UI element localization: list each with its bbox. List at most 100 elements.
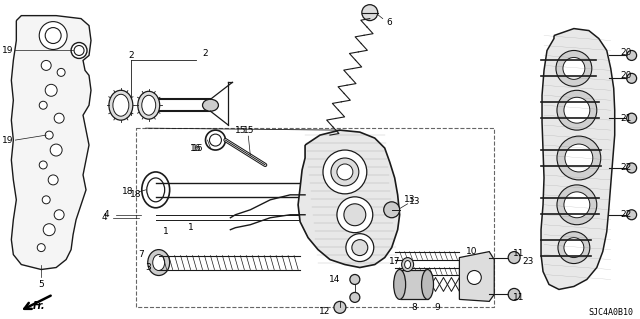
Text: 18: 18 [122, 187, 134, 197]
Ellipse shape [153, 255, 164, 271]
Circle shape [54, 113, 64, 123]
Text: 3: 3 [145, 263, 150, 272]
Text: 11: 11 [513, 249, 525, 258]
Text: 7: 7 [138, 250, 143, 259]
Circle shape [627, 50, 637, 60]
Circle shape [41, 60, 51, 70]
Circle shape [42, 196, 50, 204]
Text: Fr.: Fr. [33, 301, 45, 311]
Text: 13: 13 [404, 195, 415, 204]
Ellipse shape [109, 90, 133, 120]
Ellipse shape [147, 178, 164, 202]
Circle shape [384, 202, 399, 218]
Ellipse shape [113, 94, 129, 116]
Circle shape [563, 57, 585, 79]
Text: 15: 15 [243, 126, 254, 135]
Text: 4: 4 [103, 210, 109, 219]
Circle shape [331, 158, 359, 186]
Circle shape [45, 84, 57, 96]
PathPatch shape [541, 29, 614, 289]
Circle shape [39, 22, 67, 49]
Text: 8: 8 [412, 303, 417, 312]
Text: 23: 23 [523, 257, 534, 266]
Text: 13: 13 [409, 197, 420, 206]
Text: 22: 22 [621, 210, 632, 219]
Circle shape [564, 97, 590, 123]
Circle shape [508, 252, 520, 263]
Text: 16: 16 [190, 144, 202, 152]
Circle shape [627, 73, 637, 83]
Circle shape [334, 301, 346, 313]
Circle shape [50, 144, 62, 156]
Text: SJC4A0B10: SJC4A0B10 [589, 308, 634, 317]
Circle shape [627, 163, 637, 173]
Text: 17: 17 [389, 257, 401, 266]
Circle shape [557, 136, 601, 180]
Text: 1: 1 [163, 227, 168, 236]
PathPatch shape [12, 16, 91, 270]
Circle shape [45, 27, 61, 43]
Ellipse shape [142, 172, 170, 208]
Text: 6: 6 [387, 18, 392, 27]
Text: 1: 1 [188, 223, 193, 232]
Ellipse shape [148, 249, 170, 276]
PathPatch shape [460, 252, 494, 301]
Circle shape [39, 101, 47, 109]
Text: 15: 15 [235, 126, 246, 135]
Text: 19: 19 [2, 136, 13, 145]
Circle shape [205, 130, 225, 150]
Ellipse shape [394, 270, 406, 300]
Circle shape [45, 131, 53, 139]
Circle shape [350, 293, 360, 302]
Circle shape [54, 210, 64, 220]
Circle shape [37, 244, 45, 252]
Ellipse shape [402, 257, 413, 271]
Circle shape [48, 175, 58, 185]
Circle shape [556, 50, 592, 86]
Circle shape [337, 164, 353, 180]
Circle shape [71, 42, 87, 58]
Text: 9: 9 [435, 303, 440, 312]
Ellipse shape [142, 95, 156, 115]
Ellipse shape [422, 270, 433, 300]
Circle shape [467, 271, 481, 285]
Text: 2: 2 [128, 51, 134, 60]
Circle shape [352, 240, 368, 256]
Circle shape [564, 238, 584, 257]
Circle shape [57, 68, 65, 76]
Text: 5: 5 [38, 280, 44, 289]
PathPatch shape [298, 130, 399, 268]
Ellipse shape [404, 261, 411, 269]
Text: 11: 11 [513, 293, 525, 302]
Text: 20: 20 [621, 71, 632, 80]
Circle shape [564, 192, 590, 218]
Circle shape [558, 232, 590, 263]
Text: 22: 22 [621, 163, 632, 173]
Circle shape [337, 197, 372, 233]
Ellipse shape [303, 183, 317, 197]
Circle shape [565, 144, 593, 172]
Circle shape [74, 46, 84, 56]
Text: 21: 21 [621, 114, 632, 123]
Text: 20: 20 [621, 48, 632, 57]
Text: 19: 19 [2, 46, 13, 55]
Text: 4: 4 [101, 213, 107, 222]
Text: 18: 18 [130, 190, 141, 199]
Circle shape [344, 204, 366, 226]
Text: 16: 16 [192, 144, 204, 152]
Circle shape [508, 288, 520, 300]
Text: 12: 12 [319, 307, 331, 316]
Circle shape [627, 210, 637, 220]
Circle shape [557, 90, 596, 130]
Circle shape [323, 150, 367, 194]
Ellipse shape [138, 91, 160, 119]
Bar [399, 270, 428, 300]
Ellipse shape [202, 99, 218, 111]
Circle shape [209, 134, 221, 146]
Circle shape [557, 185, 596, 225]
Circle shape [362, 5, 378, 21]
Text: 2: 2 [203, 49, 208, 58]
Circle shape [627, 113, 637, 123]
Text: 14: 14 [329, 275, 340, 284]
Circle shape [346, 234, 374, 262]
